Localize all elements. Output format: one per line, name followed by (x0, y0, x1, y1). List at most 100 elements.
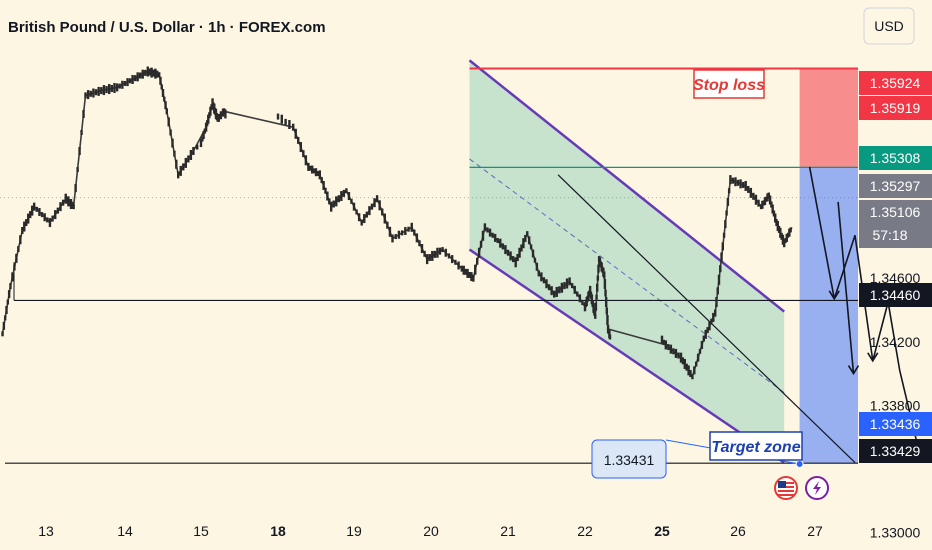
candle (603, 279, 607, 290)
candle (501, 243, 505, 250)
x-tick-label: 18 (270, 523, 286, 539)
candle (410, 222, 413, 232)
candle (46, 217, 49, 223)
candle (340, 191, 343, 202)
candle (486, 227, 489, 233)
candle (520, 244, 523, 252)
candle (388, 226, 392, 237)
candle (394, 234, 397, 240)
candle (603, 271, 606, 279)
candle (299, 142, 302, 153)
candle (724, 220, 727, 229)
candle (350, 198, 353, 204)
candle (21, 226, 24, 234)
candle (702, 335, 705, 342)
currency-box[interactable] (863, 7, 915, 45)
candle (450, 255, 454, 264)
candle (576, 291, 579, 297)
candle (581, 300, 584, 306)
candle (355, 209, 358, 215)
candle (175, 159, 178, 169)
candle (357, 213, 361, 222)
candle (72, 204, 75, 210)
candle (660, 335, 664, 344)
candle (529, 244, 533, 250)
candle (370, 203, 374, 210)
candle (43, 213, 46, 222)
chart-title: British Pound / U.S. Dollar · 1h · FOREX… (8, 19, 326, 36)
candle (150, 67, 153, 78)
candle (789, 227, 792, 233)
price-tag (859, 200, 932, 248)
x-tick-label: 25 (654, 523, 670, 539)
candle (788, 228, 791, 237)
candle (184, 157, 187, 168)
candle (64, 193, 67, 204)
candle (608, 330, 611, 339)
candle (1, 331, 4, 337)
candle (5, 305, 8, 314)
candle (156, 70, 159, 78)
candle (547, 284, 551, 291)
candle (13, 264, 16, 271)
candle (74, 184, 77, 193)
candle (11, 272, 14, 282)
candle (309, 165, 312, 171)
candle (27, 213, 30, 224)
candle (472, 274, 475, 282)
candle (739, 179, 742, 189)
candle (17, 246, 20, 253)
candle (297, 136, 300, 144)
candle (322, 180, 325, 190)
price-point[interactable] (795, 460, 804, 469)
flag-stripe (778, 494, 794, 496)
candle (674, 348, 678, 358)
x-tick-label: 26 (730, 523, 746, 539)
candle (302, 150, 305, 158)
candle (19, 235, 22, 245)
candle (316, 171, 320, 177)
channel-upper-line[interactable] (468, 59, 785, 313)
candle (431, 250, 434, 261)
candle (311, 165, 314, 174)
candle (207, 114, 210, 124)
candle (527, 236, 531, 245)
countdown-label: 57:18 (872, 227, 907, 243)
candle (441, 247, 444, 253)
channel-lower-line[interactable] (468, 248, 785, 464)
candle (593, 308, 596, 316)
x-tick-label: 14 (117, 523, 133, 539)
candle (704, 329, 707, 339)
candle (526, 231, 529, 237)
price-tag-label: 1.35924 (870, 75, 921, 91)
candle (685, 363, 688, 371)
x-tick-label: 22 (577, 523, 593, 539)
price-tag-label: 1.35919 (870, 100, 921, 116)
candle (741, 181, 745, 188)
candle (731, 177, 735, 184)
candle (516, 254, 519, 262)
candle (152, 69, 155, 77)
candle (553, 290, 556, 298)
candle (169, 129, 172, 136)
candle (121, 80, 124, 89)
candle (280, 114, 283, 124)
candle (182, 163, 185, 171)
candle (749, 187, 753, 198)
candle (199, 139, 203, 148)
candle (418, 240, 421, 247)
candle (597, 264, 600, 273)
candle (681, 357, 685, 365)
candle (560, 282, 564, 293)
candle (715, 297, 718, 308)
candle (474, 264, 477, 275)
candle (108, 84, 111, 95)
projection-second[interactable] (837, 201, 855, 374)
flag-canton (778, 481, 786, 488)
candle (604, 297, 608, 308)
candle (391, 234, 394, 243)
trend-line[interactable] (557, 174, 856, 464)
candle (187, 155, 190, 163)
candle (69, 198, 73, 209)
